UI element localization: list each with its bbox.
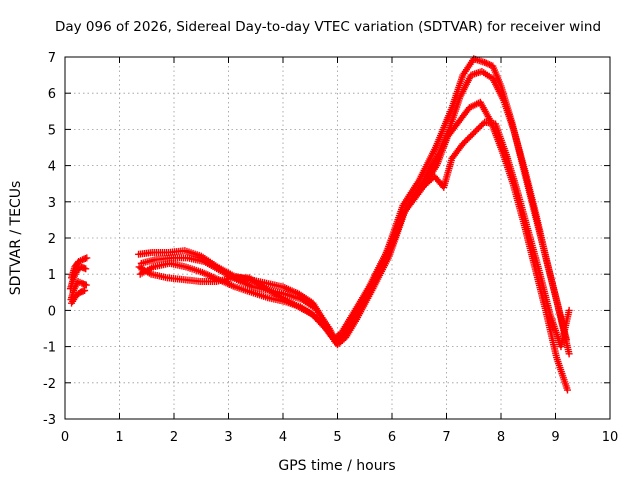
data-point [474,124,482,132]
data-point [471,127,479,135]
data-points [66,55,573,394]
y-tick-label: 1 [48,268,56,283]
data-point [468,131,476,139]
x-tick-label: 6 [388,430,396,445]
data-point [476,123,484,131]
data-point [82,281,90,289]
data-point [462,137,470,145]
y-axis-label: SDTVAR / TECUs [8,181,24,296]
x-tick-label: 5 [333,430,341,445]
plot-frame [64,56,611,420]
x-tick-label: 10 [602,430,619,445]
y-tick-label: -2 [43,377,56,392]
data-point [82,265,90,273]
y-tick-label: 5 [48,123,56,138]
y-tick-label: 7 [48,51,56,66]
data-point [83,254,91,262]
data-point [467,132,475,140]
x-tick-label: 7 [442,430,450,445]
y-tick-label: -3 [43,413,56,428]
x-tick-label: 9 [551,430,559,445]
data-point [459,140,467,148]
data-point [81,286,89,294]
data-point [465,134,473,142]
data-point [565,306,573,314]
data-point [479,120,487,128]
y-tick-label: 0 [48,304,56,319]
data-point [460,138,468,146]
data-point [464,135,472,143]
data-point [470,129,478,137]
data-point [473,126,481,134]
y-tick-label: 2 [48,232,56,247]
x-axis-label: GPS time / hours [278,458,395,474]
data-point [563,386,571,394]
x-tick-label: 4 [279,430,287,445]
y-tick-label: -1 [43,341,56,356]
y-tick-label: 6 [48,87,56,102]
data-point [565,350,573,358]
x-tick-label: 2 [170,430,178,445]
x-tick-label: 1 [115,430,123,445]
y-tick-label: 3 [48,196,56,211]
x-tick-label: 8 [497,430,505,445]
y-tick-label: 4 [48,160,56,175]
x-tick-label: 3 [224,430,232,445]
data-point [478,121,486,129]
x-tick-label: 0 [61,430,69,445]
chart-title: Day 096 of 2026, Sidereal Day-to-day VTE… [55,19,601,35]
